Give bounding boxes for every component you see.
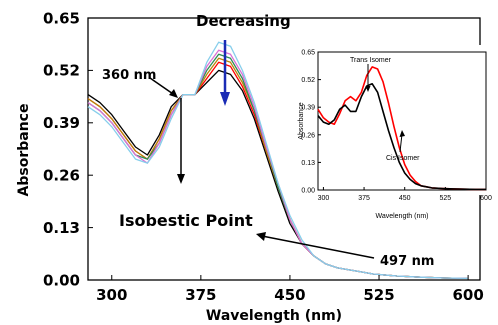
inset-label-trans-isomer: Trans Isomer (350, 57, 392, 64)
inset-x-tick-label: 300 (318, 195, 330, 202)
inset-y-tick-label: 0.52 (301, 77, 315, 84)
inset-y-ticks: 0.00 0.13 0.26 0.39 0.52 0.65 (301, 49, 321, 194)
main-y-ticks: 0.00 0.13 0.26 0.39 0.52 0.65 (43, 9, 93, 289)
inset-y-tick-label: 0.39 (301, 105, 315, 112)
inset-y-tick-label: 0.26 (301, 132, 315, 139)
inset-y-tick-label: 0.65 (301, 49, 315, 56)
inset-x-tick-label: 375 (358, 195, 370, 202)
inset-label-cis-isomer: Cis Isomer (386, 155, 420, 162)
inset-series-line-1 (317, 83, 486, 191)
inset-x-ticks: 300 375 450 525 600 (318, 187, 492, 202)
main-x-axis-title: Wavelength (nm) (206, 308, 342, 324)
inset-y-tick-label: 0.13 (301, 160, 315, 167)
inset-background (295, 45, 488, 195)
main-x-tick-label: 600 (452, 286, 483, 304)
inset-arrowhead-cis (399, 130, 405, 137)
arrowhead-360nm (169, 89, 178, 98)
main-y-tick-label: 0.13 (43, 219, 80, 237)
annotation-497nm: 497 nm (380, 254, 434, 269)
main-x-ticks: 300 375 450 525 600 (96, 275, 484, 304)
main-y-tick-label: 0.52 (43, 62, 80, 80)
main-chart: 0.00 0.13 0.26 0.39 0.52 0.65 300 375 450 525 600… (16, 9, 484, 324)
main-y-axis-title: Absorbance (16, 104, 32, 197)
inset-x-axis-title: Wavelength (nm) (375, 213, 428, 220)
main-x-tick-label: 525 (363, 286, 394, 304)
main-x-tick-label: 300 (96, 286, 127, 304)
inset-plot-frame (317, 51, 487, 191)
isobestic-drop-arrowhead (177, 174, 185, 184)
arrowhead-497nm (256, 232, 266, 241)
main-y-tick-label: 0.39 (43, 114, 80, 132)
inset-curves (317, 66, 486, 191)
annotation-decreasing: Decreasing (196, 12, 291, 30)
inset-arrowhead-trans (365, 86, 371, 92)
inset-x-tick-label: 525 (440, 195, 452, 202)
inset-x-tick-label: 450 (399, 195, 411, 202)
main-x-tick-label: 375 (185, 286, 216, 304)
main-x-tick-label: 450 (274, 286, 305, 304)
main-series-line-5 (87, 41, 469, 280)
main-y-tick-label: 0.65 (43, 9, 80, 27)
arrow-497nm (261, 235, 375, 259)
inset-y-axis-title: Absorbance (298, 102, 305, 139)
annotation-360nm: 360 nm (102, 68, 156, 83)
inset-x-tick-label: 600 (480, 195, 492, 202)
main-curves (87, 41, 469, 280)
inset-arrow-cis (399, 133, 403, 153)
inset-chart: 0.00 0.13 0.26 0.39 0.52 0.65 300 375 450 525 600… (295, 45, 492, 220)
main-y-tick-label: 0.26 (43, 166, 80, 184)
inset-y-tick-label: 0.00 (301, 187, 315, 194)
main-y-tick-label: 0.00 (43, 271, 80, 289)
decreasing-arrowhead (220, 92, 230, 106)
annotation-isobestic-point: Isobestic Point (119, 211, 253, 230)
